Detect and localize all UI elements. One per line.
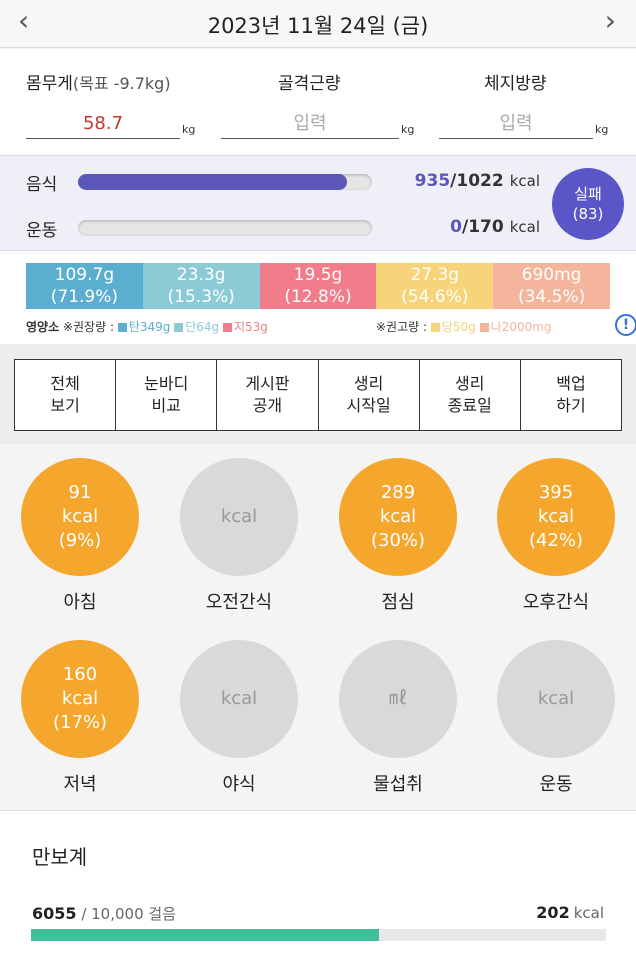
pedometer-title: 만보계 <box>32 845 88 869</box>
nutrient-fat: 19.5g (12.8%) <box>259 263 377 309</box>
weight-goal: (목표 -9.7kg) <box>72 74 171 93</box>
prev-day-icon[interactable]: ‹ <box>18 4 30 37</box>
fail-label: 실패 <box>574 185 602 203</box>
board-public-button[interactable]: 게시판 공개 <box>217 360 319 430</box>
meal-afternoon-snack[interactable]: 395 kcal (42%) 오후간식 <box>496 458 616 614</box>
muscle-label: 골격근량 <box>278 74 341 94</box>
period-end-button[interactable]: 생리 종료일 <box>420 360 521 430</box>
pedometer-progress-bar <box>31 929 606 941</box>
legend-recommend: ※권장량 : <box>62 320 114 334</box>
nutrient-bar: 109.7g (71.9%) 23.3g (15.3%) 19.5g (12.8%) … <box>26 263 610 309</box>
legend-protein: 단64g <box>185 320 220 334</box>
fat-label: 체지방량 <box>484 74 547 94</box>
meal-grid: 91 kcal (9%) 아침 kcal 오전간식 289 kcal (30%) 점심 395… <box>0 444 636 810</box>
next-day-icon[interactable]: › <box>604 4 616 37</box>
legend-advise: ※권고량 : <box>376 320 428 334</box>
food-label: 음식 <box>26 175 58 195</box>
food-kcal-row: 음식 935/1022 kcal <box>0 166 636 196</box>
info-icon[interactable]: ! <box>615 314 636 336</box>
water-intake[interactable]: ㎖ 물섭취 <box>338 640 458 796</box>
pedometer-card[interactable]: 만보계 6055 / 10,000 걸음 202 kcal <box>0 810 636 960</box>
legend-sodium: 나2000mg <box>490 320 552 334</box>
nutrient-sodium: 690mg (34.5%) <box>493 263 610 309</box>
nutrient-carb: 109.7g (71.9%) <box>26 263 143 309</box>
fat-input[interactable]: 입력 <box>439 111 593 139</box>
legend-title: 영양소 <box>26 320 60 334</box>
weight-label: 몸무게 <box>26 74 73 94</box>
fail-count: (83) <box>572 205 604 223</box>
exercise-kcal-row: 운동 0/170 kcal <box>0 212 636 242</box>
legend-fat: 지53g <box>233 320 268 334</box>
date-title[interactable]: 2023년 11월 24일 (금) <box>207 14 429 38</box>
food-progress-fill <box>78 174 347 190</box>
meal-breakfast[interactable]: 91 kcal (9%) 아침 <box>20 458 140 614</box>
muscle-unit: kg <box>401 123 415 136</box>
exercise-kcal-value: 0/170 kcal <box>450 217 540 237</box>
weight-unit: kg <box>182 123 196 136</box>
weight-input[interactable]: 58.7 <box>26 111 180 139</box>
body-metrics: 몸무게(목표 -9.7kg) 58.7 kg 골격근량 입력 kg 체지방량 입… <box>0 49 636 155</box>
exercise-progress-bar <box>78 220 372 236</box>
nutrient-summary: 109.7g (71.9%) 23.3g (15.3%) 19.5g (12.8%) … <box>0 251 636 344</box>
legend-carb: 탄349g <box>128 320 171 334</box>
kcal-summary: 음식 935/1022 kcal 운동 0/170 kcal 실패 (83) <box>0 155 636 251</box>
muscle-input[interactable]: 입력 <box>221 111 399 139</box>
food-progress-bar <box>78 174 372 190</box>
pedometer-progress-fill <box>31 929 380 941</box>
view-all-button[interactable]: 전체 보기 <box>15 360 117 430</box>
date-header: ‹ 2023년 11월 24일 (금) › <box>0 0 636 48</box>
fail-badge[interactable]: 실패 (83) <box>552 168 624 240</box>
food-kcal-value: 935/1022 kcal <box>414 171 540 191</box>
pedometer-steps: 6055 / 10,000 걸음 <box>32 904 176 923</box>
meal-lunch[interactable]: 289 kcal (30%) 점심 <box>338 458 458 614</box>
eyebody-compare-button[interactable]: 눈바디 비교 <box>116 360 218 430</box>
exercise-entry[interactable]: kcal 운동 <box>496 640 616 796</box>
period-start-button[interactable]: 생리 시작일 <box>319 360 420 430</box>
meal-dinner[interactable]: 160 kcal (17%) 저녁 <box>20 640 140 796</box>
legend-sugar: 당50g <box>441 320 476 334</box>
meal-late-snack[interactable]: kcal 야식 <box>179 640 299 796</box>
action-buttons: 전체 보기 눈바디 비교 게시판 공개 생리 시작일 생리 종료일 백업 하기 <box>0 344 636 444</box>
nutrient-legend: 영양소 ※권장량 : 탄349g 단64g 지53g ※권고량 : 당50g 나… <box>26 314 636 338</box>
nutrient-protein: 23.3g (15.3%) <box>142 263 260 309</box>
pedometer-kcal: 202 kcal <box>536 903 604 922</box>
exercise-label: 운동 <box>26 221 58 241</box>
fat-unit: kg <box>595 123 609 136</box>
backup-button[interactable]: 백업 하기 <box>556 374 586 415</box>
meal-morning-snack[interactable]: kcal 오전간식 <box>179 458 299 614</box>
nutrient-sugar: 27.3g (54.6%) <box>376 263 494 309</box>
